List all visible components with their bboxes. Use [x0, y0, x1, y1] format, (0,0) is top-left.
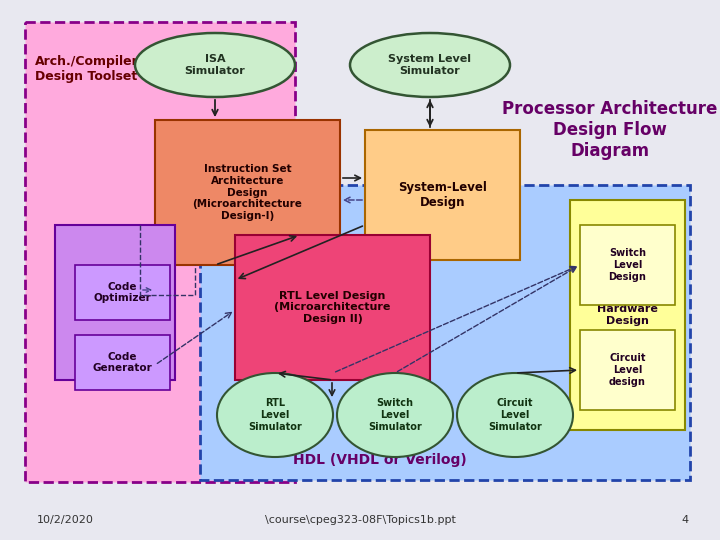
- Text: Compiler
Design: Compiler Design: [86, 288, 145, 316]
- Text: Instruction Set
Architecture
Design
(Microarchitecture
Design-I): Instruction Set Architecture Design (Mic…: [192, 164, 302, 221]
- Text: Processor Architecture
Design Flow
Diagram: Processor Architecture Design Flow Diagr…: [503, 100, 718, 160]
- Text: Code
Generator: Code Generator: [93, 352, 153, 373]
- Bar: [25, 22, 295, 482]
- Text: System-Level
Design: System-Level Design: [398, 181, 487, 209]
- Ellipse shape: [217, 373, 333, 457]
- Text: RTL Level Design
(Microarchitecture
Design II): RTL Level Design (Microarchitecture Desi…: [274, 291, 391, 324]
- Text: Circuit
Level
Simulator: Circuit Level Simulator: [488, 399, 542, 431]
- Bar: [235, 235, 430, 380]
- Ellipse shape: [135, 33, 295, 97]
- Text: Arch./Compiler
Design Toolset: Arch./Compiler Design Toolset: [35, 55, 139, 83]
- Bar: [75, 335, 170, 390]
- Bar: [75, 265, 170, 320]
- Text: HDL (VHDL or Verilog): HDL (VHDL or Verilog): [293, 453, 467, 467]
- Text: 10/2/2020: 10/2/2020: [37, 515, 94, 525]
- Text: Hardware
Design: Hardware Design: [597, 304, 658, 326]
- Bar: [365, 130, 520, 260]
- Ellipse shape: [350, 33, 510, 97]
- Ellipse shape: [457, 373, 573, 457]
- Bar: [580, 225, 675, 305]
- Text: 4: 4: [681, 515, 688, 525]
- Text: Switch
Level
Simulator: Switch Level Simulator: [368, 399, 422, 431]
- Text: \course\cpeg323-08F\Topics1b.ppt: \course\cpeg323-08F\Topics1b.ppt: [264, 515, 456, 525]
- Text: Circuit
Level
design: Circuit Level design: [609, 353, 646, 387]
- Text: System Level
Simulator: System Level Simulator: [389, 54, 472, 76]
- Bar: [570, 200, 685, 430]
- Text: Switch
Level
Design: Switch Level Design: [608, 248, 647, 281]
- Text: RTL
Level
Simulator: RTL Level Simulator: [248, 399, 302, 431]
- Text: ISA
Simulator: ISA Simulator: [184, 54, 246, 76]
- Bar: [200, 185, 690, 480]
- Text: Code
Optimizer: Code Optimizer: [94, 282, 151, 303]
- Ellipse shape: [337, 373, 453, 457]
- Bar: [155, 120, 340, 265]
- Bar: [55, 225, 175, 380]
- Bar: [580, 330, 675, 410]
